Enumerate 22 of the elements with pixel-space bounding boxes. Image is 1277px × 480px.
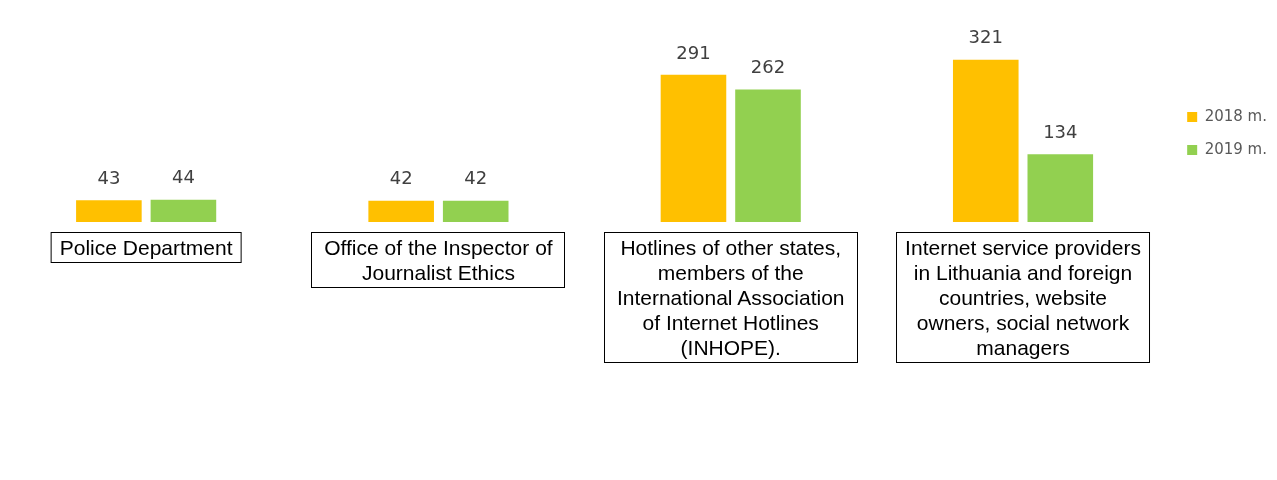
legend-label: 2018 m. xyxy=(1204,106,1268,125)
bar xyxy=(76,200,142,222)
data-label: 134 xyxy=(1043,120,1078,142)
bar xyxy=(952,59,1019,222)
data-label: 262 xyxy=(750,56,786,78)
bar xyxy=(150,199,217,222)
data-label: 42 xyxy=(389,167,413,189)
data-label: 44 xyxy=(171,166,195,188)
bar xyxy=(660,74,727,222)
bar xyxy=(1027,154,1094,222)
data-label: 43 xyxy=(97,166,121,188)
data-label: 42 xyxy=(464,167,488,189)
x-tick-label: Office of the Inspector of Journalist Ethics xyxy=(311,232,566,288)
x-tick-label: Police Department xyxy=(50,232,242,263)
x-tick-label: Hotlines of other states, members of the International Association of Internet Hotlines (INHOPE). xyxy=(603,232,858,363)
bar xyxy=(735,89,801,222)
bar xyxy=(442,200,509,222)
bar xyxy=(368,200,434,222)
data-label: 321 xyxy=(968,26,1003,48)
data-label: 291 xyxy=(676,41,711,63)
x-tick-label: Internet service providers in Lithuania and foreign countries, website owners, social network managers xyxy=(896,232,1151,363)
legend-label: 2019 m. xyxy=(1204,139,1268,158)
